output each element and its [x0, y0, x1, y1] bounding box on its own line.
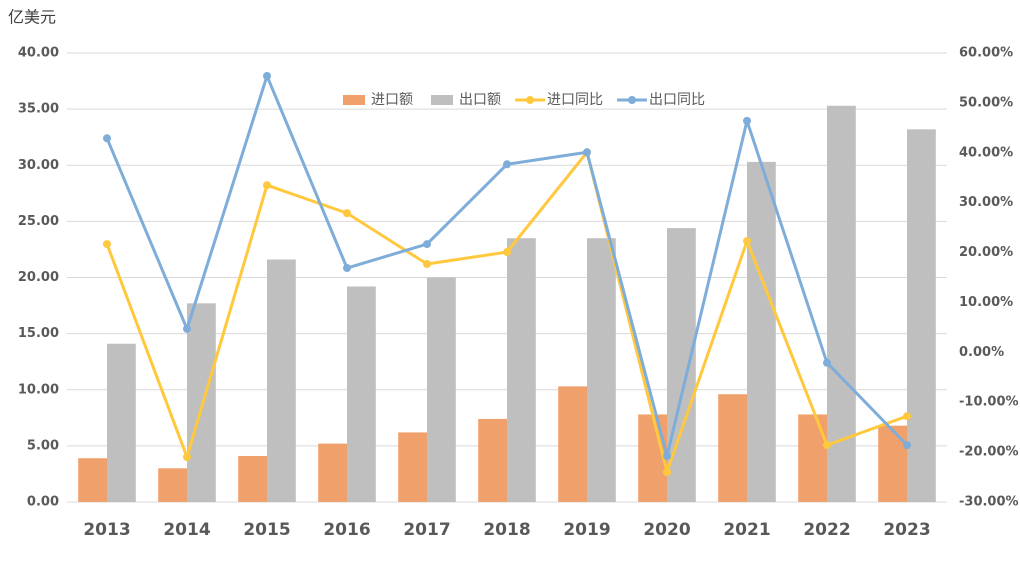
bar: [398, 432, 427, 502]
x-tick-label: 2018: [483, 520, 530, 540]
x-tick-label: 2021: [723, 520, 770, 540]
x-tick-label: 2016: [323, 520, 370, 540]
legend-label: 出口同比: [649, 92, 705, 108]
bar: [798, 414, 827, 502]
legend-label: 进口同比: [547, 92, 603, 108]
point: [263, 181, 271, 190]
y2-tick-label: -30.00%: [959, 495, 1019, 510]
point: [503, 160, 511, 169]
y-tick-label: 20.00: [18, 270, 59, 285]
x-tick-label: 2023: [883, 520, 930, 540]
x-tick-label: 2019: [563, 520, 610, 540]
bar: [238, 455, 267, 502]
y-axis-title: 亿美元: [8, 8, 56, 27]
point: [663, 468, 671, 477]
bar: [718, 394, 747, 502]
bar: [478, 418, 507, 502]
y2-tick-label: -20.00%: [959, 445, 1019, 460]
y2-tick-label: 30.00%: [959, 195, 1013, 210]
bar: [158, 468, 187, 502]
y-tick-label: 40.00: [18, 46, 59, 61]
point: [103, 240, 111, 249]
y2-tick-label: -10.00%: [959, 395, 1019, 410]
y-tick-label: 5.00: [27, 438, 59, 453]
legend-swatch: [343, 95, 365, 105]
legend-label: 进口额: [371, 92, 413, 108]
bar: [507, 238, 536, 502]
bar: [878, 425, 907, 502]
point: [743, 237, 751, 246]
y2-tick-label: 0.00%: [959, 345, 1004, 360]
y2-tick-label: 10.00%: [959, 295, 1013, 310]
bar: [747, 161, 776, 502]
bar: [267, 259, 296, 502]
y-tick-label: 0.00: [27, 495, 59, 510]
bar: [187, 303, 216, 502]
point: [743, 116, 751, 125]
x-tick-label: 2022: [803, 520, 850, 540]
point: [343, 264, 351, 273]
y2-tick-label: 20.00%: [959, 245, 1013, 260]
legend-swatch: [526, 96, 534, 104]
point: [903, 441, 911, 450]
bar: [318, 443, 347, 502]
y-tick-label: 30.00: [18, 158, 59, 173]
legend-label: 出口额: [459, 92, 501, 108]
bar: [907, 129, 936, 502]
x-tick-label: 2014: [163, 520, 210, 540]
point: [103, 134, 111, 143]
x-tick-label: 2020: [643, 520, 690, 540]
y2-tick-label: 50.00%: [959, 95, 1013, 110]
y-tick-label: 25.00: [18, 214, 59, 229]
x-tick-label: 2013: [83, 520, 130, 540]
point: [583, 148, 591, 157]
y2-tick-label: 60.00%: [959, 46, 1013, 61]
bar: [427, 277, 456, 502]
x-tick-label: 2015: [243, 520, 290, 540]
point: [423, 240, 431, 249]
point: [343, 209, 351, 218]
y-tick-label: 15.00: [18, 326, 59, 341]
legend-swatch: [431, 95, 453, 105]
point: [423, 260, 431, 269]
point: [183, 324, 191, 333]
bar: [587, 238, 616, 502]
point: [263, 71, 271, 80]
y-tick-label: 10.00: [18, 382, 59, 397]
x-tick-label: 2017: [403, 520, 450, 540]
point: [903, 412, 911, 421]
bar: [107, 343, 136, 502]
point: [503, 248, 511, 257]
point: [823, 358, 831, 367]
y-tick-label: 35.00: [18, 102, 59, 117]
point: [663, 452, 671, 461]
point: [823, 441, 831, 450]
bar: [78, 458, 107, 502]
bar: [558, 386, 587, 502]
legend-swatch: [628, 96, 636, 104]
point: [183, 453, 191, 462]
y2-tick-label: 40.00%: [959, 145, 1013, 160]
bar: [347, 286, 376, 502]
